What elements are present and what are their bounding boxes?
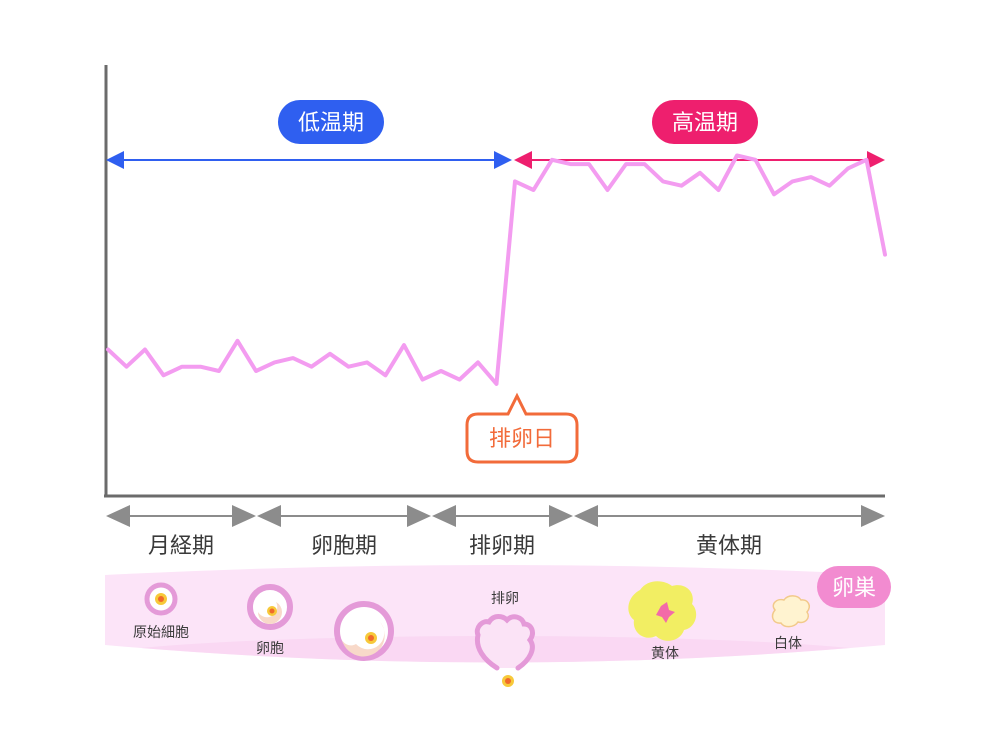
- ovary-band-shape: [105, 565, 885, 663]
- low-temp-arrowhead-left: [106, 151, 124, 169]
- low-temp-badge: [278, 100, 384, 144]
- follicle-label: 卵胞: [256, 641, 284, 657]
- phase-labels: 月経期 卵胞期 排卵期 黄体期: [148, 534, 762, 559]
- temperature-curve: [106, 153, 887, 386]
- phase-arrowhead: [861, 505, 885, 527]
- corpus-luteum-icon: [628, 581, 697, 641]
- ovary-badge: [817, 566, 891, 608]
- corpus-albicans-label: 白体: [774, 636, 802, 652]
- ovary-band: 卵巣 原始細胞 卵胞 排卵: [105, 565, 891, 687]
- high-temp-arrowhead-right: [867, 151, 885, 169]
- follicle-small: [247, 584, 293, 630]
- ovary-badge-label: 卵巣: [832, 576, 876, 601]
- high-temp-period: 高温期: [514, 100, 885, 169]
- ovulation-day-bubble: [465, 392, 579, 464]
- phase-label-menstrual: 月経期: [148, 534, 214, 559]
- high-temp-label: 高温期: [672, 111, 738, 136]
- ovulation-label: 排卵: [491, 591, 519, 607]
- ovulation-rupture-icon: [474, 614, 535, 687]
- phase-arrowhead: [432, 505, 456, 527]
- phase-arrowhead: [257, 505, 281, 527]
- phase-arrowhead: [407, 505, 431, 527]
- low-temp-period: 低温期: [106, 100, 512, 169]
- phase-arrowhead: [106, 505, 130, 527]
- ovulation-day-label: 排卵日: [489, 427, 555, 452]
- primordial-follicle-label: 原始細胞: [133, 625, 189, 641]
- phase-arrowhead: [574, 505, 598, 527]
- low-temp-arrowhead-right: [494, 151, 512, 169]
- corpus-luteum-label: 黄体: [651, 645, 679, 662]
- low-temp-label: 低温期: [298, 111, 364, 136]
- phase-label-ovulatory: 排卵期: [469, 534, 535, 559]
- phase-arrows: [106, 505, 885, 527]
- phase-arrowhead: [232, 505, 256, 527]
- high-temp-badge: [652, 100, 758, 144]
- phase-arrowhead: [549, 505, 573, 527]
- ovulation-day-callout: 排卵日: [465, 392, 579, 464]
- corpus-albicans-icon: [771, 595, 810, 628]
- phase-label-luteal: 黄体期: [696, 534, 762, 559]
- phase-label-follicular: 卵胞期: [311, 534, 377, 559]
- primordial-follicle: [144, 582, 178, 616]
- high-temp-arrowhead-left: [514, 151, 532, 169]
- follicle-large: [334, 601, 394, 661]
